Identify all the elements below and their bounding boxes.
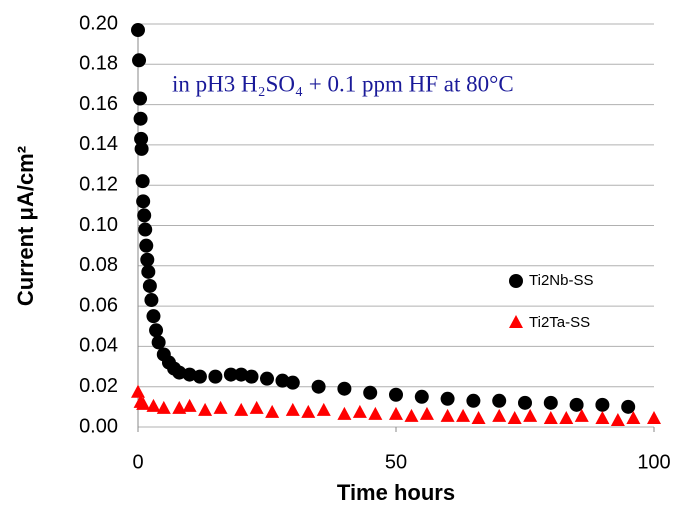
point [414, 389, 429, 404]
point [198, 402, 213, 416]
x-tick-label: 0 [132, 451, 143, 473]
point [301, 404, 316, 418]
point [363, 385, 378, 400]
y-tick-label: 0.08 [79, 254, 118, 276]
y-tick-label: 0.16 [79, 93, 118, 115]
point [389, 387, 403, 402]
point [139, 238, 154, 253]
point [234, 402, 249, 416]
point [265, 404, 280, 418]
point [134, 141, 149, 156]
point [543, 395, 558, 410]
point [492, 393, 507, 408]
point [146, 398, 161, 412]
x-tick-label: 100 [637, 451, 670, 473]
point [151, 335, 166, 350]
point [131, 23, 145, 38]
point [647, 410, 661, 424]
point [192, 369, 207, 384]
point [146, 309, 161, 324]
point [404, 408, 419, 422]
point [208, 369, 223, 384]
point [440, 408, 455, 422]
point [621, 399, 636, 414]
y-axis-title: Current μA/cm² [13, 146, 38, 306]
y-tick-label: 0.04 [79, 335, 118, 357]
x-axis-title: Time hours [337, 480, 455, 505]
point [144, 293, 159, 308]
legend-marker [509, 274, 523, 288]
point [260, 371, 274, 386]
legend-marker [509, 315, 523, 328]
point [213, 400, 228, 414]
point [337, 406, 352, 420]
point [223, 367, 238, 382]
point [507, 410, 522, 424]
point [133, 111, 148, 126]
point [137, 208, 152, 223]
point [610, 412, 625, 426]
point [543, 410, 558, 424]
y-tick-label: 0.18 [79, 53, 118, 75]
point [134, 131, 149, 146]
x-tick-label: 50 [385, 451, 407, 473]
legend-label: Ti2Ta-SS [529, 314, 590, 331]
point [156, 400, 171, 414]
point [523, 408, 538, 422]
point [419, 406, 434, 420]
point [569, 397, 584, 412]
point [142, 278, 157, 293]
point [574, 408, 589, 422]
point [141, 264, 156, 279]
point [285, 375, 300, 390]
point [140, 252, 155, 267]
legend-label: Ti2Nb-SS [529, 272, 593, 289]
point [133, 91, 148, 106]
point [244, 369, 259, 384]
y-tick-label: 0.06 [79, 294, 118, 316]
point [440, 391, 455, 406]
point [352, 404, 367, 418]
y-tick-label: 0.02 [79, 375, 118, 397]
point [456, 408, 471, 422]
y-tick-label: 0.10 [79, 214, 118, 236]
point [626, 410, 641, 424]
point [311, 379, 326, 394]
point [131, 384, 145, 398]
point [492, 408, 507, 422]
y-tick-label: 0.20 [79, 12, 118, 34]
point [316, 402, 331, 416]
point [249, 400, 264, 414]
point [136, 396, 151, 410]
point [285, 402, 300, 416]
point [182, 398, 197, 412]
point [132, 53, 147, 68]
point [172, 400, 187, 414]
point [466, 393, 481, 408]
point [595, 410, 610, 424]
point [138, 222, 153, 237]
point [136, 194, 151, 209]
y-tick-label: 0.12 [79, 173, 118, 195]
point [389, 406, 403, 420]
annotation: in pH3 H₂SO₄ + 0.1 ppm HF at 80°C [172, 71, 514, 96]
point [559, 410, 574, 424]
point [149, 323, 164, 338]
point [135, 174, 150, 189]
point [337, 381, 352, 396]
point [471, 410, 486, 424]
point [595, 397, 610, 412]
y-tick-label: 0.00 [79, 415, 118, 437]
y-tick-label: 0.14 [79, 133, 118, 155]
point [368, 406, 383, 420]
point [518, 395, 532, 410]
